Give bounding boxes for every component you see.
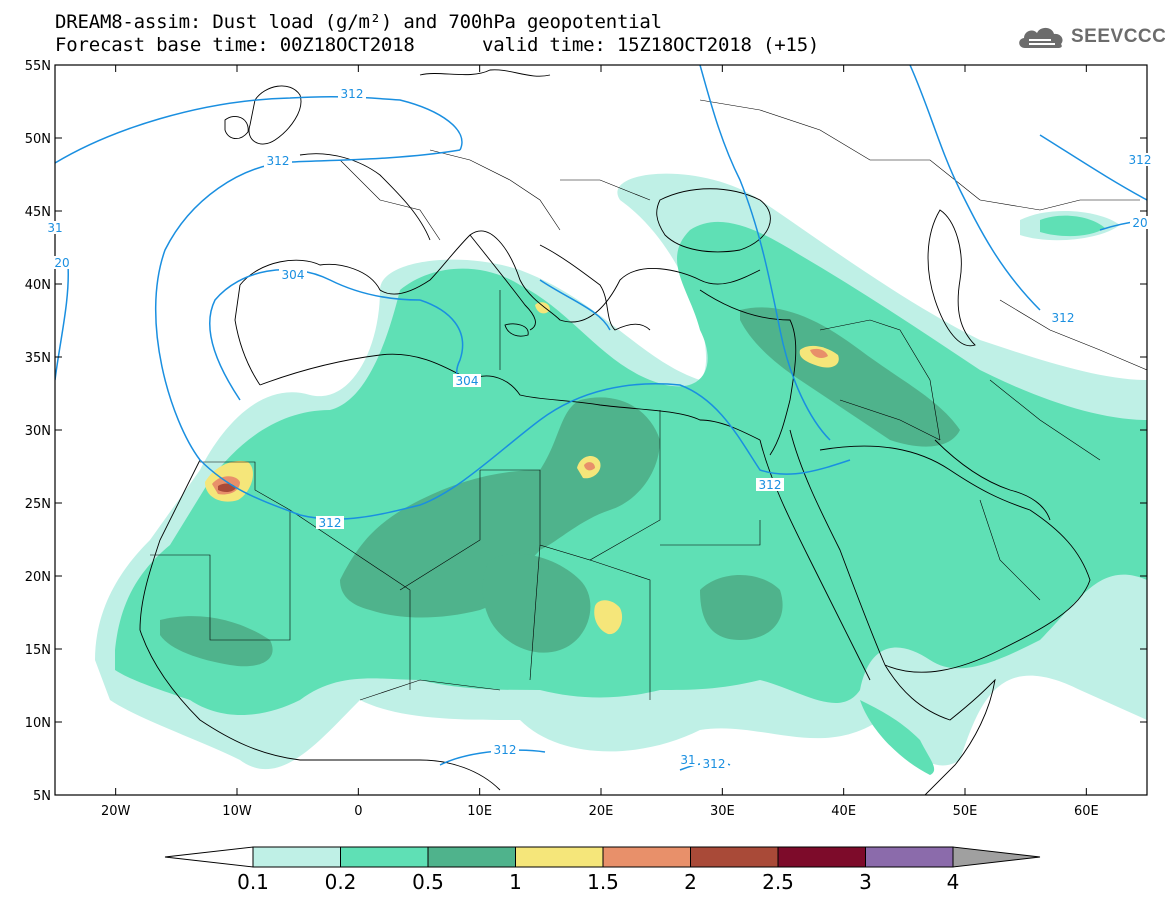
lon-tick-label: 20E (589, 804, 614, 819)
latitude-axis: 55N 50N 45N 40N 35N 30N 25N 20N 15N 10N 5N (25, 59, 1147, 804)
contour-label-bg (45, 221, 65, 234)
cloud-icon (1019, 27, 1063, 48)
lat-tick-label: 5N (33, 789, 51, 804)
colorbar-label: 3 (859, 870, 872, 894)
colorbar-left-arrow (164, 846, 254, 868)
lat-tick-label: 30N (25, 424, 51, 439)
dust-level-0-5 (160, 307, 960, 667)
lon-tick-label: 0 (354, 804, 362, 819)
contour-label-bg (756, 478, 784, 491)
lat-tick-label: 20N (25, 570, 51, 585)
lon-tick-label: 10E (467, 804, 492, 819)
colorbar-segment (777, 846, 866, 868)
colorbar-segment (515, 846, 604, 868)
contour-label: 312 (319, 516, 342, 530)
colorbar-segment (865, 846, 954, 868)
lat-tick-label: 55N (25, 59, 51, 74)
contour-label: 31 (680, 753, 695, 767)
lat-tick-label: 45N (25, 205, 51, 220)
contour-label: 304 (282, 268, 305, 282)
longitude-axis: 20W 10W 0 10E 20E 30E 40E 50E 60E (101, 65, 1099, 819)
lon-tick-label: 40E (831, 804, 856, 819)
colorbar-label: 1 (509, 870, 522, 894)
colorbar-segment (427, 846, 516, 868)
lat-tick-label: 15N (25, 643, 51, 658)
lon-tick-label: 60E (1074, 804, 1099, 819)
lat-tick-label: 25N (25, 497, 51, 512)
contour-label-bg (453, 374, 481, 387)
coastlines (139, 69, 1091, 795)
contour-label-bg (279, 268, 307, 281)
contour-label: 312 (267, 154, 290, 168)
colorbar-label: 2.5 (762, 870, 794, 894)
contour-label: 312 (341, 87, 364, 101)
contour-label: 304 (456, 374, 479, 388)
colorbar-label: 0.1 (237, 870, 269, 894)
lat-tick-label: 10N (25, 716, 51, 731)
colorbar: 0.1 0.2 0.5 1 1.5 2 2.5 3 4 (164, 846, 1041, 894)
lat-tick-label: 35N (25, 351, 51, 366)
contour-label-bg (700, 757, 728, 770)
colorbar-segment (340, 846, 429, 868)
lat-tick-label: 50N (25, 132, 51, 147)
lat-tick-label: 40N (25, 278, 51, 293)
colorbar-label: 2 (684, 870, 697, 894)
forecast-base-time: Forecast base time: 00Z18OCT2018 (55, 34, 415, 56)
lon-tick-label: 10W (222, 804, 252, 819)
contour-label-bg (1126, 153, 1154, 166)
contour-label: 312 (703, 757, 726, 771)
map-title: DREAM8-assim: Dust load (g/m²) and 700hP… (55, 11, 662, 33)
geopotential-contours (55, 65, 1147, 771)
contour-labels: 312 312 20 304 304 312 312 312 312 312 31 312 20 31 (45, 87, 1154, 771)
contour-label-bg (338, 87, 366, 100)
contour-label: 312 (1052, 311, 1075, 325)
seevccc-logo: SEEVCCC (1015, 22, 1165, 52)
contour-label: 312 (1129, 153, 1152, 167)
contour-label: 312 (759, 478, 782, 492)
valid-time: valid time: 15Z18OCT2018 (+15) (482, 34, 820, 56)
contour-label: 312 (494, 743, 517, 757)
colorbar-label: 0.2 (325, 870, 357, 894)
country-borders (150, 99, 1147, 701)
logo-text: SEEVCCC (1071, 26, 1165, 47)
lon-tick-label: 20W (101, 804, 131, 819)
colorbar-segment (602, 846, 691, 868)
contour-label-bg (264, 154, 292, 167)
colorbar-right-arrow (952, 846, 1041, 868)
contour-label-bg (491, 743, 519, 756)
contour-label-bg (678, 753, 698, 766)
lon-tick-label: 50E (953, 804, 978, 819)
colorbar-label: 0.5 (412, 870, 444, 894)
contour-label: 20 (1132, 216, 1147, 230)
contour-label: 31 (47, 221, 62, 235)
lon-tick-label: 30E (710, 804, 735, 819)
colorbar-label: 4 (947, 870, 960, 894)
contour-label-bg (316, 516, 344, 529)
contour-label-bg (1049, 311, 1077, 324)
contour-label-bg (52, 256, 72, 269)
contour-label: 20 (54, 256, 69, 270)
colorbar-label: 1.5 (587, 870, 619, 894)
map-area (55, 65, 1147, 795)
colorbar-segment (690, 846, 779, 868)
colorbar-segment (252, 846, 341, 868)
contour-label-bg (1130, 216, 1150, 229)
